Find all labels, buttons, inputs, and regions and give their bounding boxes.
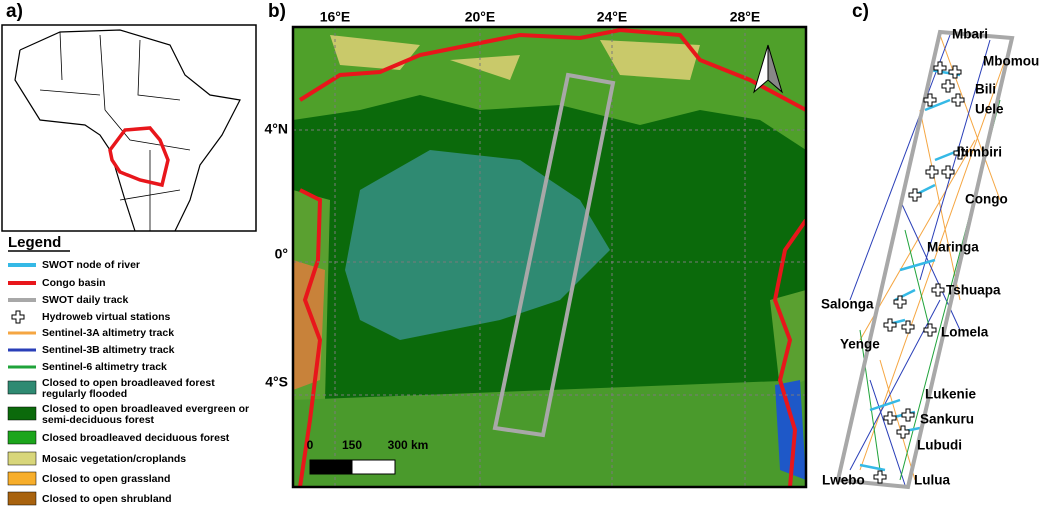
- river-label: Tshuapa: [946, 283, 1001, 298]
- legend-label: SWOT node of river: [42, 259, 140, 271]
- lon-label: 20°E: [465, 9, 496, 25]
- river-label: Maringa: [927, 240, 979, 255]
- panel-label: c): [852, 1, 869, 22]
- river-label: Lulua: [914, 473, 950, 488]
- legend: Legend SWOT node of river Congo basin SWOT…: [7, 234, 249, 506]
- lon-label: 28°E: [730, 9, 761, 25]
- legend-label: Closed to open grassland: [42, 473, 170, 485]
- legend-label: Closed to open broadleaved evergreen or: [42, 403, 249, 415]
- lat-label: 4°S: [265, 374, 288, 390]
- legend-label: Sentinel-6 altimetry track: [42, 361, 167, 373]
- river-label: Lukenie: [925, 387, 977, 402]
- river-label: Lwebo: [822, 473, 865, 488]
- panel-label: a): [6, 1, 23, 22]
- river-label: Lubudi: [917, 438, 962, 453]
- panel-label: b): [268, 1, 286, 22]
- river-label: Uele: [975, 102, 1004, 117]
- river-label: Bili: [975, 82, 996, 97]
- legend-label: Hydroweb virtual stations: [42, 311, 171, 323]
- legend-label: SWOT daily track: [42, 294, 129, 306]
- legend-label: Closed broadleaved deciduous forest: [42, 432, 230, 444]
- river-label: Congo: [965, 192, 1008, 207]
- legend-label: Mosaic vegetation/croplands: [42, 453, 186, 465]
- legend-label: semi-deciduous forest: [42, 414, 155, 426]
- legend-title: Legend: [8, 234, 61, 251]
- scale-label: 0: [307, 438, 314, 452]
- track-strip: [835, 29, 1015, 490]
- scale-label: 150: [342, 438, 362, 452]
- map-frame: [291, 25, 808, 489]
- legend-label: regularly flooded: [42, 388, 127, 400]
- legend-label: Closed to open shrubland: [42, 493, 172, 505]
- africa-map: [1, 24, 257, 232]
- legend-label: Congo basin: [42, 277, 106, 289]
- scale-label: 300 km: [388, 438, 429, 452]
- river-label: Mbari: [952, 27, 988, 42]
- river-label: Mbomou: [983, 54, 1039, 69]
- river-label: Salonga: [821, 297, 874, 312]
- river-label: Lomela: [941, 325, 989, 340]
- river-label: Yenge: [840, 337, 880, 352]
- legend-label: Sentinel-3A altimetry track: [42, 327, 174, 339]
- legend-label: Closed to open broadleaved forest: [42, 377, 215, 389]
- river-label: Sankuru: [920, 412, 974, 427]
- lon-label: 16°E: [320, 9, 351, 25]
- river-label: Itimbiri: [957, 145, 1002, 160]
- lat-label: 4°N: [265, 121, 289, 137]
- land-cover-map: [293, 27, 806, 487]
- lat-label: 0°: [275, 246, 288, 262]
- lon-label: 24°E: [597, 9, 628, 25]
- legend-label: Sentinel-3B altimetry track: [42, 344, 175, 356]
